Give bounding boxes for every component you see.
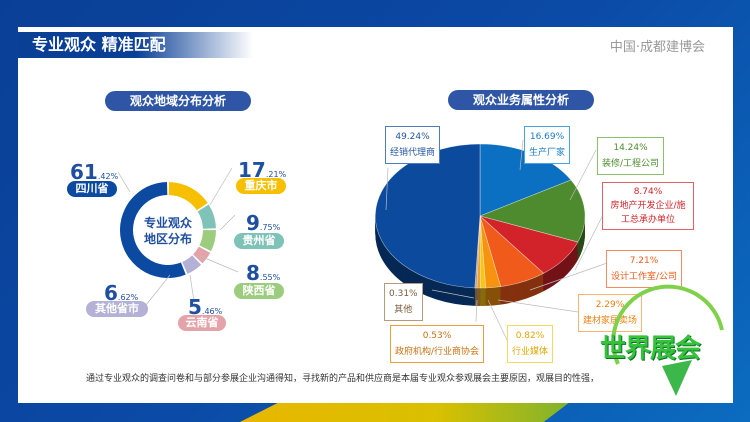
label-real-estate: 8.74% 房地产开发企业/施工总承办单位 (602, 182, 694, 230)
region-tag-sichuan: 四川省 (67, 181, 117, 197)
center-line-2: 地区分布 (143, 232, 192, 246)
region-tag-chongqing: 重庆市 (236, 178, 286, 194)
page-title: 专业观众 精准匹配 (18, 32, 253, 58)
region-value-chongqing: 17.21% (238, 158, 287, 182)
pie-slice (479, 179, 586, 243)
business-section-title: 观众业务属性分析 (448, 90, 594, 110)
label-government: 0.53% 政府机构/行业商协会 (390, 325, 485, 363)
region-value-yunnan: 5.46% (188, 295, 223, 319)
region-tag-other: 其他省市 (86, 301, 148, 317)
region-tag-yunnan: 云南省 (178, 315, 226, 331)
brand-name: 中国·成都建博会 (609, 40, 705, 55)
donut-segment (199, 230, 216, 252)
donut-segment (197, 204, 216, 229)
label-media: 0.82% 行业媒体 (507, 325, 554, 363)
donut-center-label: 专业观众 地区分布 (132, 215, 204, 247)
region-tag-guizhou: 贵州省 (234, 233, 284, 249)
watermark-logo: 世界展会 (600, 334, 701, 364)
region-value-sichuan: 61.42% (70, 160, 119, 184)
label-distributor: 49.24% 经销代理商 (385, 126, 441, 164)
footer-text: 通过专业观众的调查问卷和与部分参展企业沟通得知，寻找新的产品和供应商是本届专业观… (86, 374, 600, 384)
region-value-other: 6.62% (104, 281, 139, 305)
donut-segment (168, 182, 208, 211)
leader-lines (117, 139, 611, 341)
donut-segment (120, 182, 186, 278)
label-design: 7.21% 设计工作室/公司 (606, 250, 683, 288)
label-manufacturer: 16.69% 生产厂家 (524, 126, 571, 164)
donut-segment (182, 255, 202, 274)
label-building-materials: 2.29% 建材家居卖场 (578, 294, 643, 332)
region-value-guizhou: 9.75% (246, 211, 281, 235)
label-other: 0.31% 其他 (384, 283, 423, 321)
region-value-shaanxi: 8.55% (246, 261, 281, 285)
region-tag-shaanxi: 陕西省 (234, 283, 284, 299)
donut-segment (193, 246, 211, 264)
region-section-title: 观众地域分布分析 (105, 91, 251, 111)
decorative-stripe (240, 402, 570, 422)
center-line-1: 专业观众 (143, 216, 192, 230)
label-decoration: 14.24% 装修/工程公司 (597, 137, 665, 175)
